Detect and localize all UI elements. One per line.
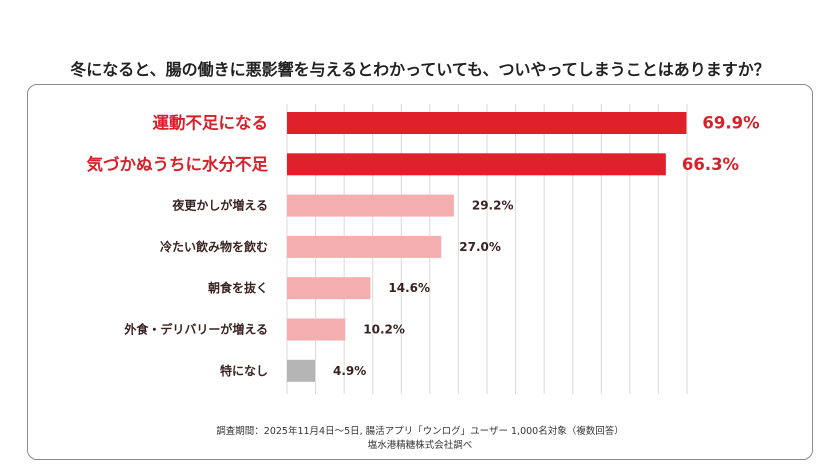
value-label: 27.0% <box>459 240 501 254</box>
category-label: 夜更かしが増える <box>171 198 268 213</box>
chart-title: 冬になると、腸の働きに悪影響を与えるとわかっていても、ついやってしまうことはあり… <box>70 60 770 79</box>
category-labels: 運動不足になる気づかぬうちに水分不足夜更かしが増える冷たい飲み物を飲む朝食を抜く… <box>86 113 269 378</box>
grid-lines <box>286 104 688 394</box>
bar <box>287 359 315 382</box>
value-label: 29.2% <box>472 199 514 213</box>
category-label: 運動不足になる <box>153 113 269 133</box>
value-labels: 69.9% 66.3% 29.2% 27.0% 14.6% 10.2% 4.9% <box>333 114 760 378</box>
category-label: 気づかぬうちに水分不足 <box>86 154 269 174</box>
survey-note: 調査期間：2025年11月4日〜5日, 腸活アプリ「ウンログ」ユーザー 1,00… <box>216 426 624 437</box>
category-label: 冷たい飲み物を飲む <box>160 239 268 254</box>
value-label: 14.6% <box>388 281 430 295</box>
bar <box>287 153 666 176</box>
bar <box>287 235 442 258</box>
bars <box>287 112 687 382</box>
category-label: 朝食を抜く <box>208 280 268 295</box>
footnote: 調査期間：2025年11月4日〜5日, 腸活アプリ「ウンログ」ユーザー 1,00… <box>0 425 840 453</box>
bar <box>287 194 454 217</box>
category-label: 外食・デリバリーが増える <box>124 322 268 337</box>
bar <box>287 277 371 300</box>
source-note: 塩水港精糖株式会社調べ <box>367 440 473 451</box>
value-label: 4.9% <box>333 364 366 378</box>
category-label: 特になし <box>220 363 268 378</box>
value-label: 10.2% <box>363 323 405 337</box>
bar <box>287 318 346 341</box>
chart-panel <box>27 84 813 460</box>
bar <box>287 112 687 134</box>
value-label: 69.9% <box>702 114 760 133</box>
value-label: 66.3% <box>682 155 740 174</box>
